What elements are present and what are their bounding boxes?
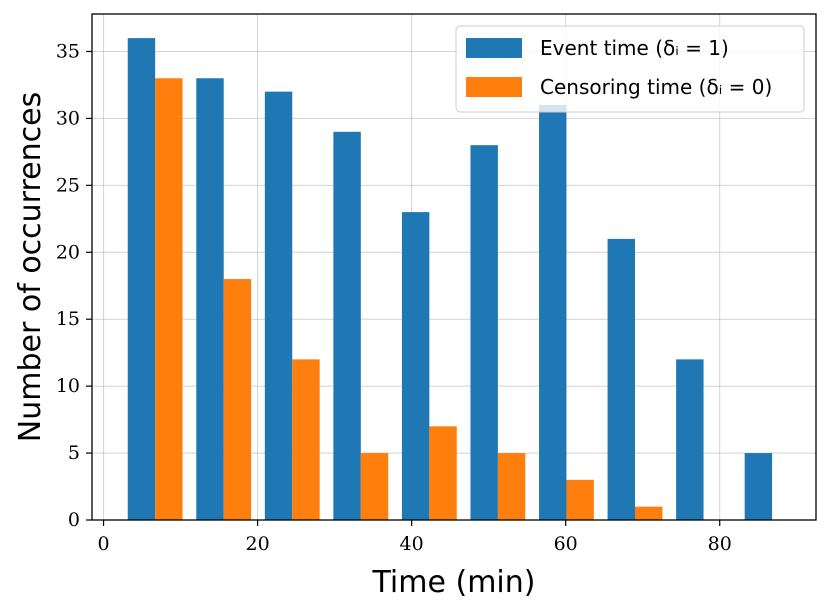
bar-censoring [635,506,663,520]
bars [127,38,773,521]
y-tick-label: 30 [56,107,80,129]
bar-censoring [223,279,252,520]
bar-event [127,38,156,520]
plot-frame [91,13,817,521]
bar-censoring [429,426,457,520]
x-tick-label: 20 [246,533,270,555]
bar-censoring [497,453,526,520]
x-tick-label: 80 [708,533,732,555]
bar-event [676,359,704,520]
axis-ticks: 0 20 40 60 80 0 5 10 15 20 25 30 35 [56,40,732,555]
x-tick-label: 40 [400,533,424,555]
x-tick-label: 60 [554,533,578,555]
y-tick-label: 10 [56,375,80,397]
legend-box [455,25,805,113]
legend-swatch-censoring [466,77,522,97]
bar-censoring [566,479,594,520]
bar-event [196,78,224,520]
x-axis-title: Time (min) [372,565,536,600]
bar-event [264,91,293,521]
y-tick-label: 20 [56,241,80,263]
legend-label-censoring: Censoring time (δᵢ = 0) [540,75,772,99]
y-tick-label: 35 [56,40,80,62]
bar-event [470,145,498,520]
y-axis-title: Number of occurrences [13,92,48,442]
y-tick-label: 15 [56,308,80,330]
bar-event [401,212,430,521]
bar-censoring [292,359,320,520]
legend-swatch-event [466,38,522,58]
bar-censoring [155,78,183,520]
bar-censoring [360,453,389,520]
y-tick-label: 0 [68,509,80,531]
legend: Event time (δᵢ = 1) Censoring time (δᵢ =… [455,25,805,113]
bar-event [744,453,773,520]
y-tick-label: 25 [56,174,80,196]
bar-event [607,238,635,520]
bar-event [333,131,361,520]
legend-label-event: Event time (δᵢ = 1) [540,36,729,60]
x-tick-label: 0 [98,533,110,555]
bar-event [539,105,567,520]
y-tick-label: 5 [68,442,80,464]
